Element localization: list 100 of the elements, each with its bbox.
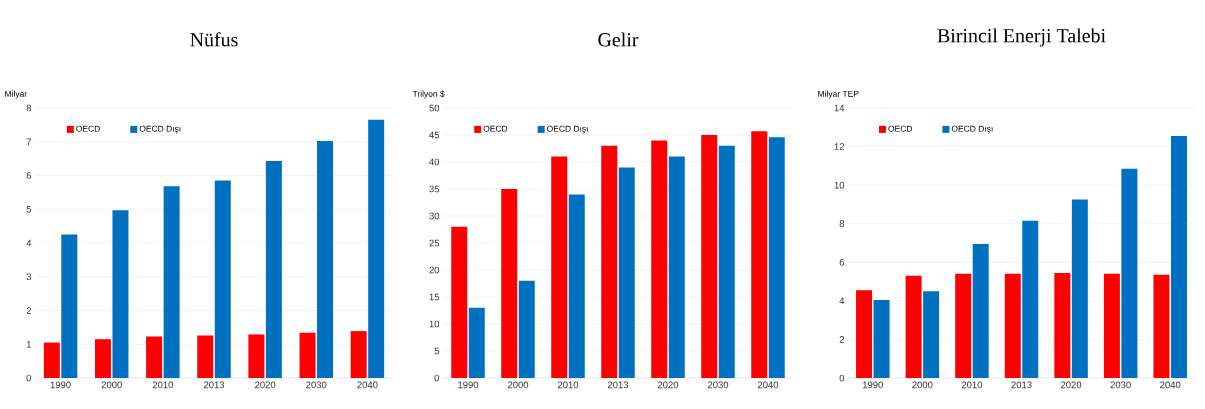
x-tick-label: 2030 xyxy=(306,381,327,389)
x-tick-label: 2020 xyxy=(255,381,276,389)
bar xyxy=(601,145,618,378)
y-axis-title: Milyar TEP xyxy=(818,90,859,99)
y-tick-label: 8 xyxy=(26,104,32,112)
y-tick-label: 3 xyxy=(26,273,32,281)
bar xyxy=(651,140,668,378)
bar xyxy=(618,167,635,378)
y-tick-label: 10 xyxy=(834,181,845,189)
bar xyxy=(1004,273,1021,378)
y-tick-label: 45 xyxy=(429,131,440,139)
y-tick-label: 5 xyxy=(26,205,32,213)
bar xyxy=(768,137,785,378)
x-tick-label: 2013 xyxy=(1011,381,1032,389)
legend-label: OECD xyxy=(888,125,912,132)
y-tick-label: 6 xyxy=(26,172,32,179)
x-tick-label: 2000 xyxy=(912,381,933,389)
bar xyxy=(214,180,231,378)
y-tick-label: 0 xyxy=(434,374,440,382)
bar xyxy=(972,243,989,378)
y-tick-label: 10 xyxy=(429,320,440,328)
x-tick-label: 2010 xyxy=(961,381,983,389)
y-tick-label: 14 xyxy=(834,104,845,112)
bar xyxy=(248,334,265,378)
bar xyxy=(501,189,518,378)
chart-title: Gelir xyxy=(598,32,639,47)
chart-title: Nüfus xyxy=(190,32,238,47)
y-tick-label: 2 xyxy=(839,336,845,343)
y-tick-label: 7 xyxy=(26,138,32,146)
y-tick-label: 8 xyxy=(839,220,845,228)
bar xyxy=(518,280,535,378)
y-tick-label: 4 xyxy=(26,239,32,247)
y-tick-label: 12 xyxy=(834,143,845,150)
x-tick-label: 2010 xyxy=(152,381,174,389)
bar xyxy=(923,291,940,378)
bar xyxy=(146,336,163,378)
y-tick-label: 6 xyxy=(839,258,845,266)
bar xyxy=(299,332,316,378)
x-tick-label: 2020 xyxy=(657,381,679,389)
chart-title: Birincil Enerji Talebi xyxy=(937,28,1106,47)
bar xyxy=(112,210,129,378)
bar xyxy=(265,160,282,378)
x-tick-label: 2030 xyxy=(707,381,729,389)
bar xyxy=(451,226,468,378)
y-tick-label: 50 xyxy=(429,104,440,112)
bar xyxy=(551,156,568,378)
y-tick-label: 15 xyxy=(429,293,440,301)
y-tick-label: 0 xyxy=(839,374,845,382)
x-tick-label: 2013 xyxy=(607,381,629,389)
bar xyxy=(350,331,367,378)
bar xyxy=(1121,168,1138,378)
y-tick-label: 25 xyxy=(429,239,440,247)
y-tick-label: 2 xyxy=(26,307,32,314)
bar xyxy=(368,119,385,378)
bar xyxy=(955,273,972,378)
bar xyxy=(1153,274,1170,378)
x-tick-label: 2020 xyxy=(1061,381,1082,389)
bar xyxy=(1103,273,1120,378)
bar xyxy=(856,290,873,378)
legend-label: OECD xyxy=(483,125,508,132)
x-tick-label: 2000 xyxy=(507,381,529,389)
legend-label: OECD xyxy=(76,125,100,132)
bar xyxy=(718,145,735,378)
x-tick-label: 2010 xyxy=(557,381,579,389)
bar xyxy=(1170,135,1187,378)
bar xyxy=(61,234,78,378)
x-tick-label: 2000 xyxy=(101,381,122,389)
y-tick-label: 35 xyxy=(429,185,440,193)
bar xyxy=(873,299,890,378)
bar xyxy=(668,156,685,378)
x-tick-label: 2040 xyxy=(357,381,378,389)
bar xyxy=(751,131,768,378)
legend-label: OECD Dışı xyxy=(139,125,181,134)
bar xyxy=(163,186,180,378)
bar xyxy=(43,342,60,378)
x-tick-label: 1990 xyxy=(862,381,883,389)
y-axis-title: Milyar xyxy=(5,90,27,99)
bar xyxy=(701,135,718,378)
bar xyxy=(1022,220,1039,378)
x-tick-label: 1990 xyxy=(458,381,479,389)
x-tick-label: 1990 xyxy=(50,381,71,389)
x-tick-label: 2040 xyxy=(1160,381,1181,389)
bar xyxy=(94,339,111,378)
x-tick-label: 2030 xyxy=(1110,381,1131,389)
y-tick-label: 20 xyxy=(429,266,440,274)
y-tick-label: 4 xyxy=(839,297,845,305)
bar xyxy=(568,194,585,378)
y-tick-label: 1 xyxy=(26,340,32,348)
x-tick-label: 2013 xyxy=(203,381,225,389)
bar xyxy=(1071,199,1088,378)
legend-label: OECD Dışı xyxy=(951,125,993,134)
legend-label: OECD Dışı xyxy=(547,125,588,134)
y-tick-label: 5 xyxy=(434,347,440,355)
y-tick-label: 0 xyxy=(26,374,32,382)
x-tick-label: 2040 xyxy=(757,381,779,389)
bar xyxy=(197,335,214,378)
y-tick-label: 30 xyxy=(429,212,440,220)
bar xyxy=(317,141,334,378)
bar xyxy=(468,307,485,378)
y-tick-label: 40 xyxy=(429,158,440,166)
